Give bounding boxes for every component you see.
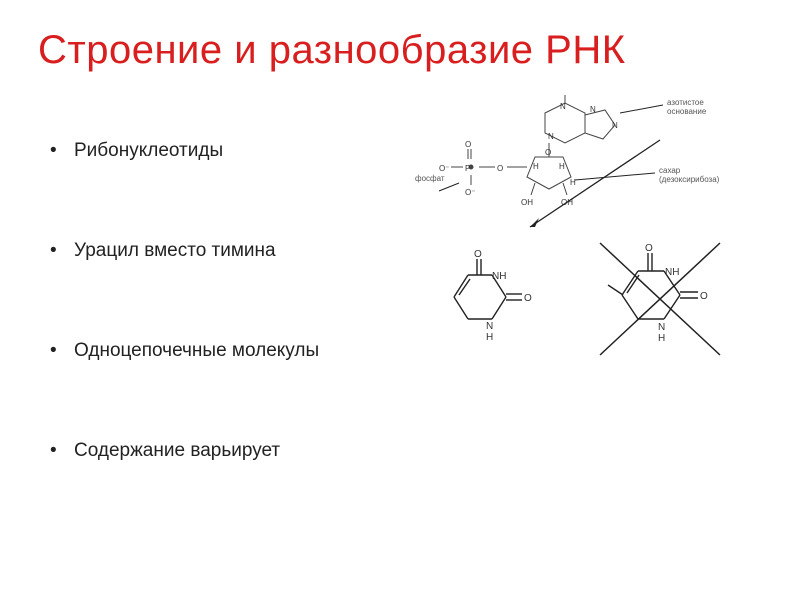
svg-text:H: H xyxy=(486,332,493,343)
bullet-list: Рибонуклеотиды Урацил вместо тимина Одно… xyxy=(50,140,319,540)
svg-text:O: O xyxy=(700,291,708,302)
slide-title: Строение и разнообразие РНК xyxy=(38,28,626,73)
uracil-structure: O O NH N H xyxy=(430,245,540,370)
bullet-item: Рибонуклеотиды xyxy=(50,140,319,162)
svg-text:(дезоксирибоза): (дезоксирибоза) xyxy=(659,175,720,184)
svg-text:H: H xyxy=(658,333,665,344)
bullet-item: Одноцепочечные молекулы xyxy=(50,340,319,362)
svg-text:O: O xyxy=(497,164,503,173)
svg-text:N: N xyxy=(612,121,618,130)
svg-text:O: O xyxy=(474,249,482,260)
svg-text:N: N xyxy=(548,132,554,141)
svg-text:O⁻: O⁻ xyxy=(465,188,475,197)
svg-text:NH: NH xyxy=(492,271,506,282)
svg-text:OH: OH xyxy=(521,198,533,207)
bullet-item: Содержание варьирует xyxy=(50,440,319,462)
svg-text:O: O xyxy=(465,140,471,149)
svg-text:H: H xyxy=(570,178,576,187)
svg-text:N: N xyxy=(560,102,566,111)
svg-text:N: N xyxy=(590,105,596,114)
svg-text:основание: основание xyxy=(667,107,707,116)
thymine-svg: O O NH N H xyxy=(590,235,740,375)
svg-text:фосфат: фосфат xyxy=(415,174,445,183)
svg-text:O: O xyxy=(645,243,653,254)
svg-text:H: H xyxy=(533,162,539,171)
svg-text:N: N xyxy=(486,321,493,332)
svg-text:O⁻: O⁻ xyxy=(439,164,449,173)
bullet-item: Урацил вместо тимина xyxy=(50,240,319,262)
svg-text:NH: NH xyxy=(665,267,679,278)
svg-text:азотистое: азотистое xyxy=(667,98,704,107)
svg-text:N: N xyxy=(658,322,665,333)
nucleotide-diagram: N N N N NH₂ азотистое основание H H OH O… xyxy=(415,95,785,225)
svg-text:H: H xyxy=(559,162,565,171)
thymine-structure-crossed: O O NH N H xyxy=(590,235,740,380)
svg-text:P: P xyxy=(465,164,470,173)
svg-text:O: O xyxy=(524,293,532,304)
svg-text:O: O xyxy=(545,148,551,157)
svg-text:сахар: сахар xyxy=(659,166,681,175)
nucleotide-svg: N N N N NH₂ азотистое основание H H OH O… xyxy=(415,95,785,235)
uracil-svg: O O NH N H xyxy=(430,245,540,365)
